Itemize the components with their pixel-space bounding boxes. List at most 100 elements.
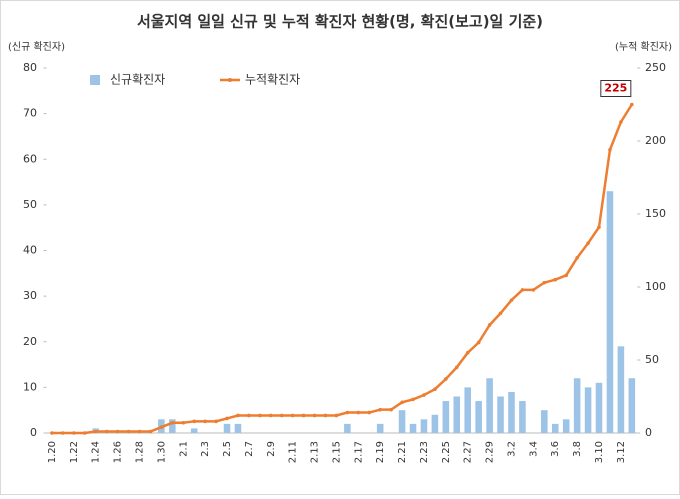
bar [420, 419, 428, 433]
line-marker [422, 393, 426, 397]
x-tick-label: 1.22 [69, 441, 80, 463]
x-tick-label: 2.11 [288, 441, 299, 463]
bar [573, 378, 581, 433]
bar [551, 423, 559, 433]
line-marker [509, 298, 514, 302]
x-tick-label: 3.10 [594, 441, 605, 463]
legend-swatch [90, 75, 100, 85]
line-marker [214, 419, 218, 424]
bar [223, 423, 231, 433]
bar [508, 391, 515, 433]
line-marker [400, 400, 404, 405]
line-marker [334, 413, 339, 418]
line-marker [356, 410, 361, 415]
bar [453, 396, 461, 433]
line-marker [531, 288, 536, 292]
y2-tick-label: 200 [645, 134, 666, 147]
bar [464, 387, 472, 433]
line-marker [345, 410, 350, 415]
x-tick-label: 2.21 [397, 441, 408, 463]
line-marker [444, 377, 448, 381]
x-tick-label: 2.27 [463, 441, 474, 463]
bar [628, 378, 636, 433]
line-marker [619, 120, 623, 124]
x-tick-label: 3.12 [616, 441, 627, 463]
bar [409, 423, 417, 433]
line-marker [268, 413, 273, 418]
y-tick-label: 50 [23, 198, 37, 211]
line-marker [126, 429, 131, 434]
y-tick-label: 10 [23, 380, 37, 393]
line-marker [608, 147, 612, 152]
bar [398, 410, 406, 433]
line-marker [258, 413, 262, 418]
bar [344, 423, 351, 433]
line-marker [236, 413, 240, 418]
y-axis-title: (신규 확진자) [8, 41, 65, 53]
bar [541, 410, 548, 433]
line-marker [465, 350, 470, 355]
x-tick-label: 1.28 [134, 441, 145, 463]
line-marker [323, 413, 328, 418]
line-marker [279, 413, 284, 418]
line-marker [225, 416, 229, 421]
line-marker [476, 340, 481, 345]
bar [190, 428, 198, 433]
line-marker [433, 387, 437, 392]
y2-axis-title: (누적 확진자) [615, 41, 672, 53]
y-tick-label: 20 [23, 335, 37, 348]
line-marker [454, 365, 459, 370]
line-marker [137, 429, 142, 434]
line-marker [170, 420, 175, 425]
callout-box [600, 80, 632, 97]
x-tick-label: 2.17 [353, 441, 364, 463]
line-marker [104, 429, 109, 434]
line-marker [159, 425, 164, 429]
y-tick-label: 40 [23, 244, 37, 257]
bar [497, 396, 504, 433]
line-marker [520, 288, 525, 292]
line-marker [203, 419, 207, 424]
line-marker [564, 273, 568, 278]
y-tick-label: 70 [23, 107, 37, 120]
x-tick-label: 2.5 [222, 441, 233, 457]
y-tick-label: 80 [23, 61, 37, 74]
line-marker [192, 419, 196, 424]
x-tick-label: 2.29 [485, 441, 496, 463]
x-tick-label: 2.23 [419, 441, 430, 463]
x-tick-label: 1.24 [91, 441, 102, 463]
bar [234, 423, 242, 433]
line-marker [389, 407, 393, 412]
x-tick-label: 3.8 [572, 441, 583, 457]
bar [562, 419, 570, 433]
x-tick-label: 1.26 [113, 441, 124, 463]
line-marker [290, 413, 295, 418]
y-tick-label: 60 [23, 152, 37, 165]
data-label: 225 [604, 82, 627, 95]
line [51, 103, 633, 435]
x-tick-label: 2.7 [244, 441, 255, 457]
bar [169, 419, 176, 433]
bar [595, 382, 603, 433]
legend-label: 누적확진자 [245, 73, 300, 87]
x-tick-label: 3.4 [528, 441, 539, 457]
y2-tick-label: 0 [645, 426, 652, 439]
line-marker [575, 255, 579, 260]
line-marker [82, 431, 87, 435]
line-marker [586, 241, 590, 245]
line-marker [301, 413, 306, 418]
x-tick-label: 3.2 [506, 441, 517, 457]
x-tick-label: 1.30 [156, 441, 167, 463]
bar [617, 346, 625, 433]
y2-tick-label: 50 [645, 353, 659, 366]
line-marker [487, 323, 492, 327]
line-marker [630, 102, 634, 107]
bar [475, 401, 482, 433]
x-tick-label: 2.19 [375, 441, 386, 463]
line-marker [61, 431, 65, 435]
line-marker [93, 429, 98, 434]
bar [519, 401, 526, 433]
legend-swatch [228, 78, 232, 82]
